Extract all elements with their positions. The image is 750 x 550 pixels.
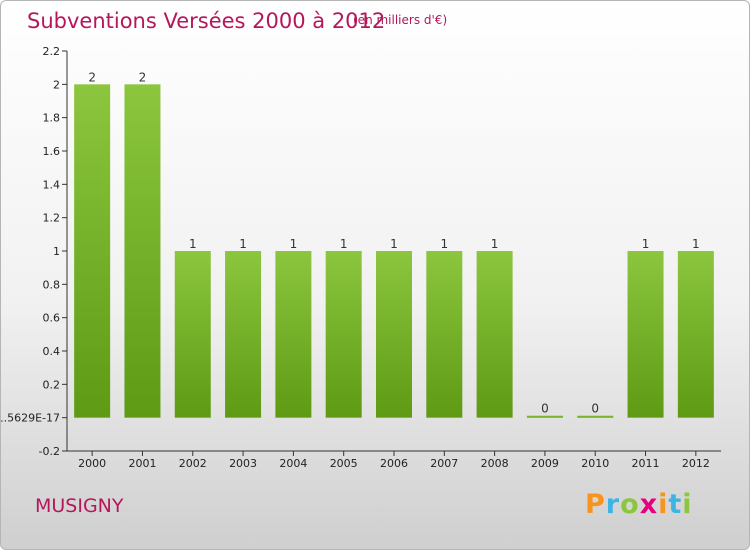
town-name: MUSIGNY [35, 495, 124, 517]
y-tick-label: 2.2 [43, 45, 61, 58]
y-tick-label: 1.2 [43, 212, 61, 225]
data-label-2006: 1 [390, 237, 398, 251]
data-label-2008: 1 [491, 237, 499, 251]
x-tick-label-2000: 2000 [78, 457, 106, 470]
x-tick-label-2002: 2002 [179, 457, 207, 470]
bar-2005 [325, 251, 362, 418]
data-label-2002: 1 [189, 237, 197, 251]
logo-letter: x [639, 489, 659, 520]
x-tick-label-2008: 2008 [481, 457, 509, 470]
x-tick-label-2003: 2003 [229, 457, 257, 470]
bar-2002 [174, 251, 211, 418]
bar-2011 [627, 251, 664, 418]
x-tick-label-2005: 2005 [330, 457, 358, 470]
axes: -0.2 -1.5629E-17 0.2 0.4 0.6 0.8 1 1.2 1.4 1.6 1.8… [1, 45, 721, 470]
chart-subtitle: (en milliers d'€) [353, 13, 448, 27]
logo-letter: i [658, 489, 669, 520]
bar-2000 [74, 84, 111, 418]
bars: 2 2 1 1 1 1 1 1 1 0 0 1 1 [74, 70, 714, 418]
bar-2012 [677, 251, 714, 418]
y-tick-label: 1.8 [43, 112, 61, 125]
bar-2009 [526, 415, 563, 418]
y-tick-label: 1.4 [43, 178, 61, 191]
x-tick-label-2006: 2006 [380, 457, 408, 470]
x-tick-label-2012: 2012 [682, 457, 710, 470]
y-tick-label: 0.4 [43, 345, 61, 358]
data-label-2010: 0 [591, 402, 599, 416]
data-label-2005: 1 [340, 237, 348, 251]
x-tick-label-2001: 2001 [128, 457, 156, 470]
bar-2010 [577, 415, 614, 418]
y-tick-label: -1.5629E-17 [1, 412, 60, 425]
x-tick-label-2009: 2009 [531, 457, 559, 470]
y-tick-label: 1 [53, 245, 60, 258]
logo-letter: P [585, 489, 606, 520]
bar-2003 [225, 251, 262, 418]
proxiti-logo[interactable]: Proxiti [585, 489, 693, 520]
data-label-2004: 1 [290, 237, 298, 251]
bar-2004 [275, 251, 312, 418]
data-label-2012: 1 [692, 237, 700, 251]
bar-2007 [426, 251, 463, 418]
data-label-2011: 1 [642, 237, 650, 251]
data-label-2001: 2 [139, 70, 147, 84]
y-tick-label: 0.6 [43, 312, 61, 325]
bar-2006 [376, 251, 412, 418]
logo-letter: t [668, 489, 683, 520]
logo-letter: r [605, 489, 621, 520]
data-label-2000: 2 [88, 70, 96, 84]
x-tick-label-2011: 2011 [632, 457, 660, 470]
chart-title: Subventions Versées 2000 à 2012 [27, 9, 386, 33]
data-label-2003: 1 [239, 237, 247, 251]
bar-2008 [476, 251, 513, 418]
logo-letter: i [682, 489, 693, 520]
y-tick-label: -0.2 [39, 445, 60, 458]
x-tick-label-2007: 2007 [430, 457, 458, 470]
x-tick-label-2010: 2010 [581, 457, 609, 470]
y-tick-label: 2 [53, 78, 60, 91]
y-tick-label: 0.8 [43, 278, 61, 291]
bar-2001 [124, 84, 161, 418]
logo-letter: o [620, 489, 640, 520]
data-label-2009: 0 [541, 402, 549, 416]
y-tick-label: 1.6 [43, 145, 61, 158]
x-tick-label-2004: 2004 [279, 457, 307, 470]
data-label-2007: 1 [440, 237, 448, 251]
y-tick-label: 0.2 [43, 378, 61, 391]
